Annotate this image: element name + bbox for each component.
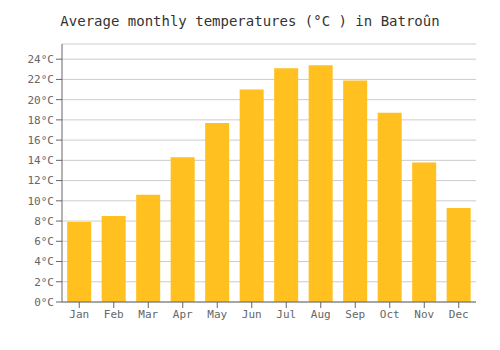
svg-text:Jun: Jun [242, 308, 262, 321]
svg-text:18°C: 18°C [28, 114, 55, 127]
svg-text:Nov: Nov [414, 308, 434, 321]
svg-text:Dec: Dec [449, 308, 469, 321]
svg-text:2°C: 2°C [34, 276, 54, 289]
svg-text:22°C: 22°C [28, 73, 55, 86]
svg-text:Oct: Oct [380, 308, 400, 321]
svg-text:Apr: Apr [173, 308, 193, 321]
svg-text:Jul: Jul [276, 308, 296, 321]
svg-text:May: May [207, 308, 227, 321]
svg-text:24°C: 24°C [28, 53, 55, 66]
svg-text:10°C: 10°C [28, 195, 55, 208]
svg-text:12°C: 12°C [28, 174, 55, 187]
html-text:Average monthly temperatures (: Average monthly temperatures (°C ) in Ba… [60, 13, 440, 29]
svg-text:Jan: Jan [69, 308, 89, 321]
svg-text:Aug: Aug [311, 308, 331, 321]
svg-text:Feb: Feb [104, 308, 124, 321]
svg-text:16°C: 16°C [28, 134, 55, 147]
svg-text:Mar: Mar [138, 308, 158, 321]
svg-text:8°C: 8°C [34, 215, 54, 228]
svg-text:6°C: 6°C [34, 235, 54, 248]
svg-text:Sep: Sep [345, 308, 365, 321]
svg-text:0°C: 0°C [34, 296, 54, 309]
svg-text:4°C: 4°C [34, 255, 54, 268]
svg-text:14°C: 14°C [28, 154, 55, 167]
svg-text:20°C: 20°C [28, 94, 55, 107]
